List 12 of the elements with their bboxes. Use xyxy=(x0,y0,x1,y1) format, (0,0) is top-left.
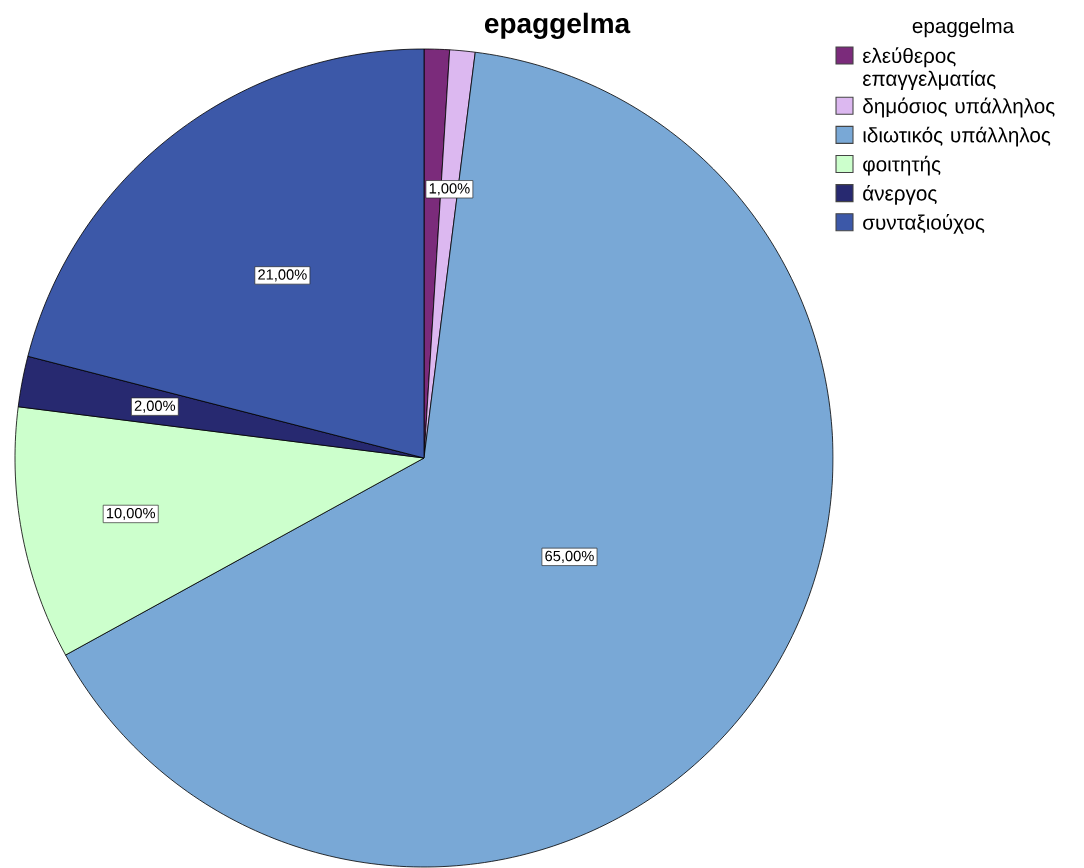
chart-title: epaggelma xyxy=(484,12,631,39)
legend-label: δημόσιος υπάλληλος xyxy=(863,97,1055,118)
legend-label: άνεργος xyxy=(863,184,937,205)
data-label: 10,00% xyxy=(106,507,156,521)
data-label: 1,00% xyxy=(429,183,470,196)
data-label: 2,00% xyxy=(134,400,176,413)
data-label: 65,00% xyxy=(545,550,594,563)
legend-label: συνταξιούχος xyxy=(863,213,985,234)
legend-label: φοιτητής xyxy=(863,155,941,176)
legend-label: ιδιωτικός υπάλληλος xyxy=(863,126,1051,147)
legend-title: epaggelma xyxy=(912,18,1015,38)
data-label: 21,00% xyxy=(258,269,307,282)
